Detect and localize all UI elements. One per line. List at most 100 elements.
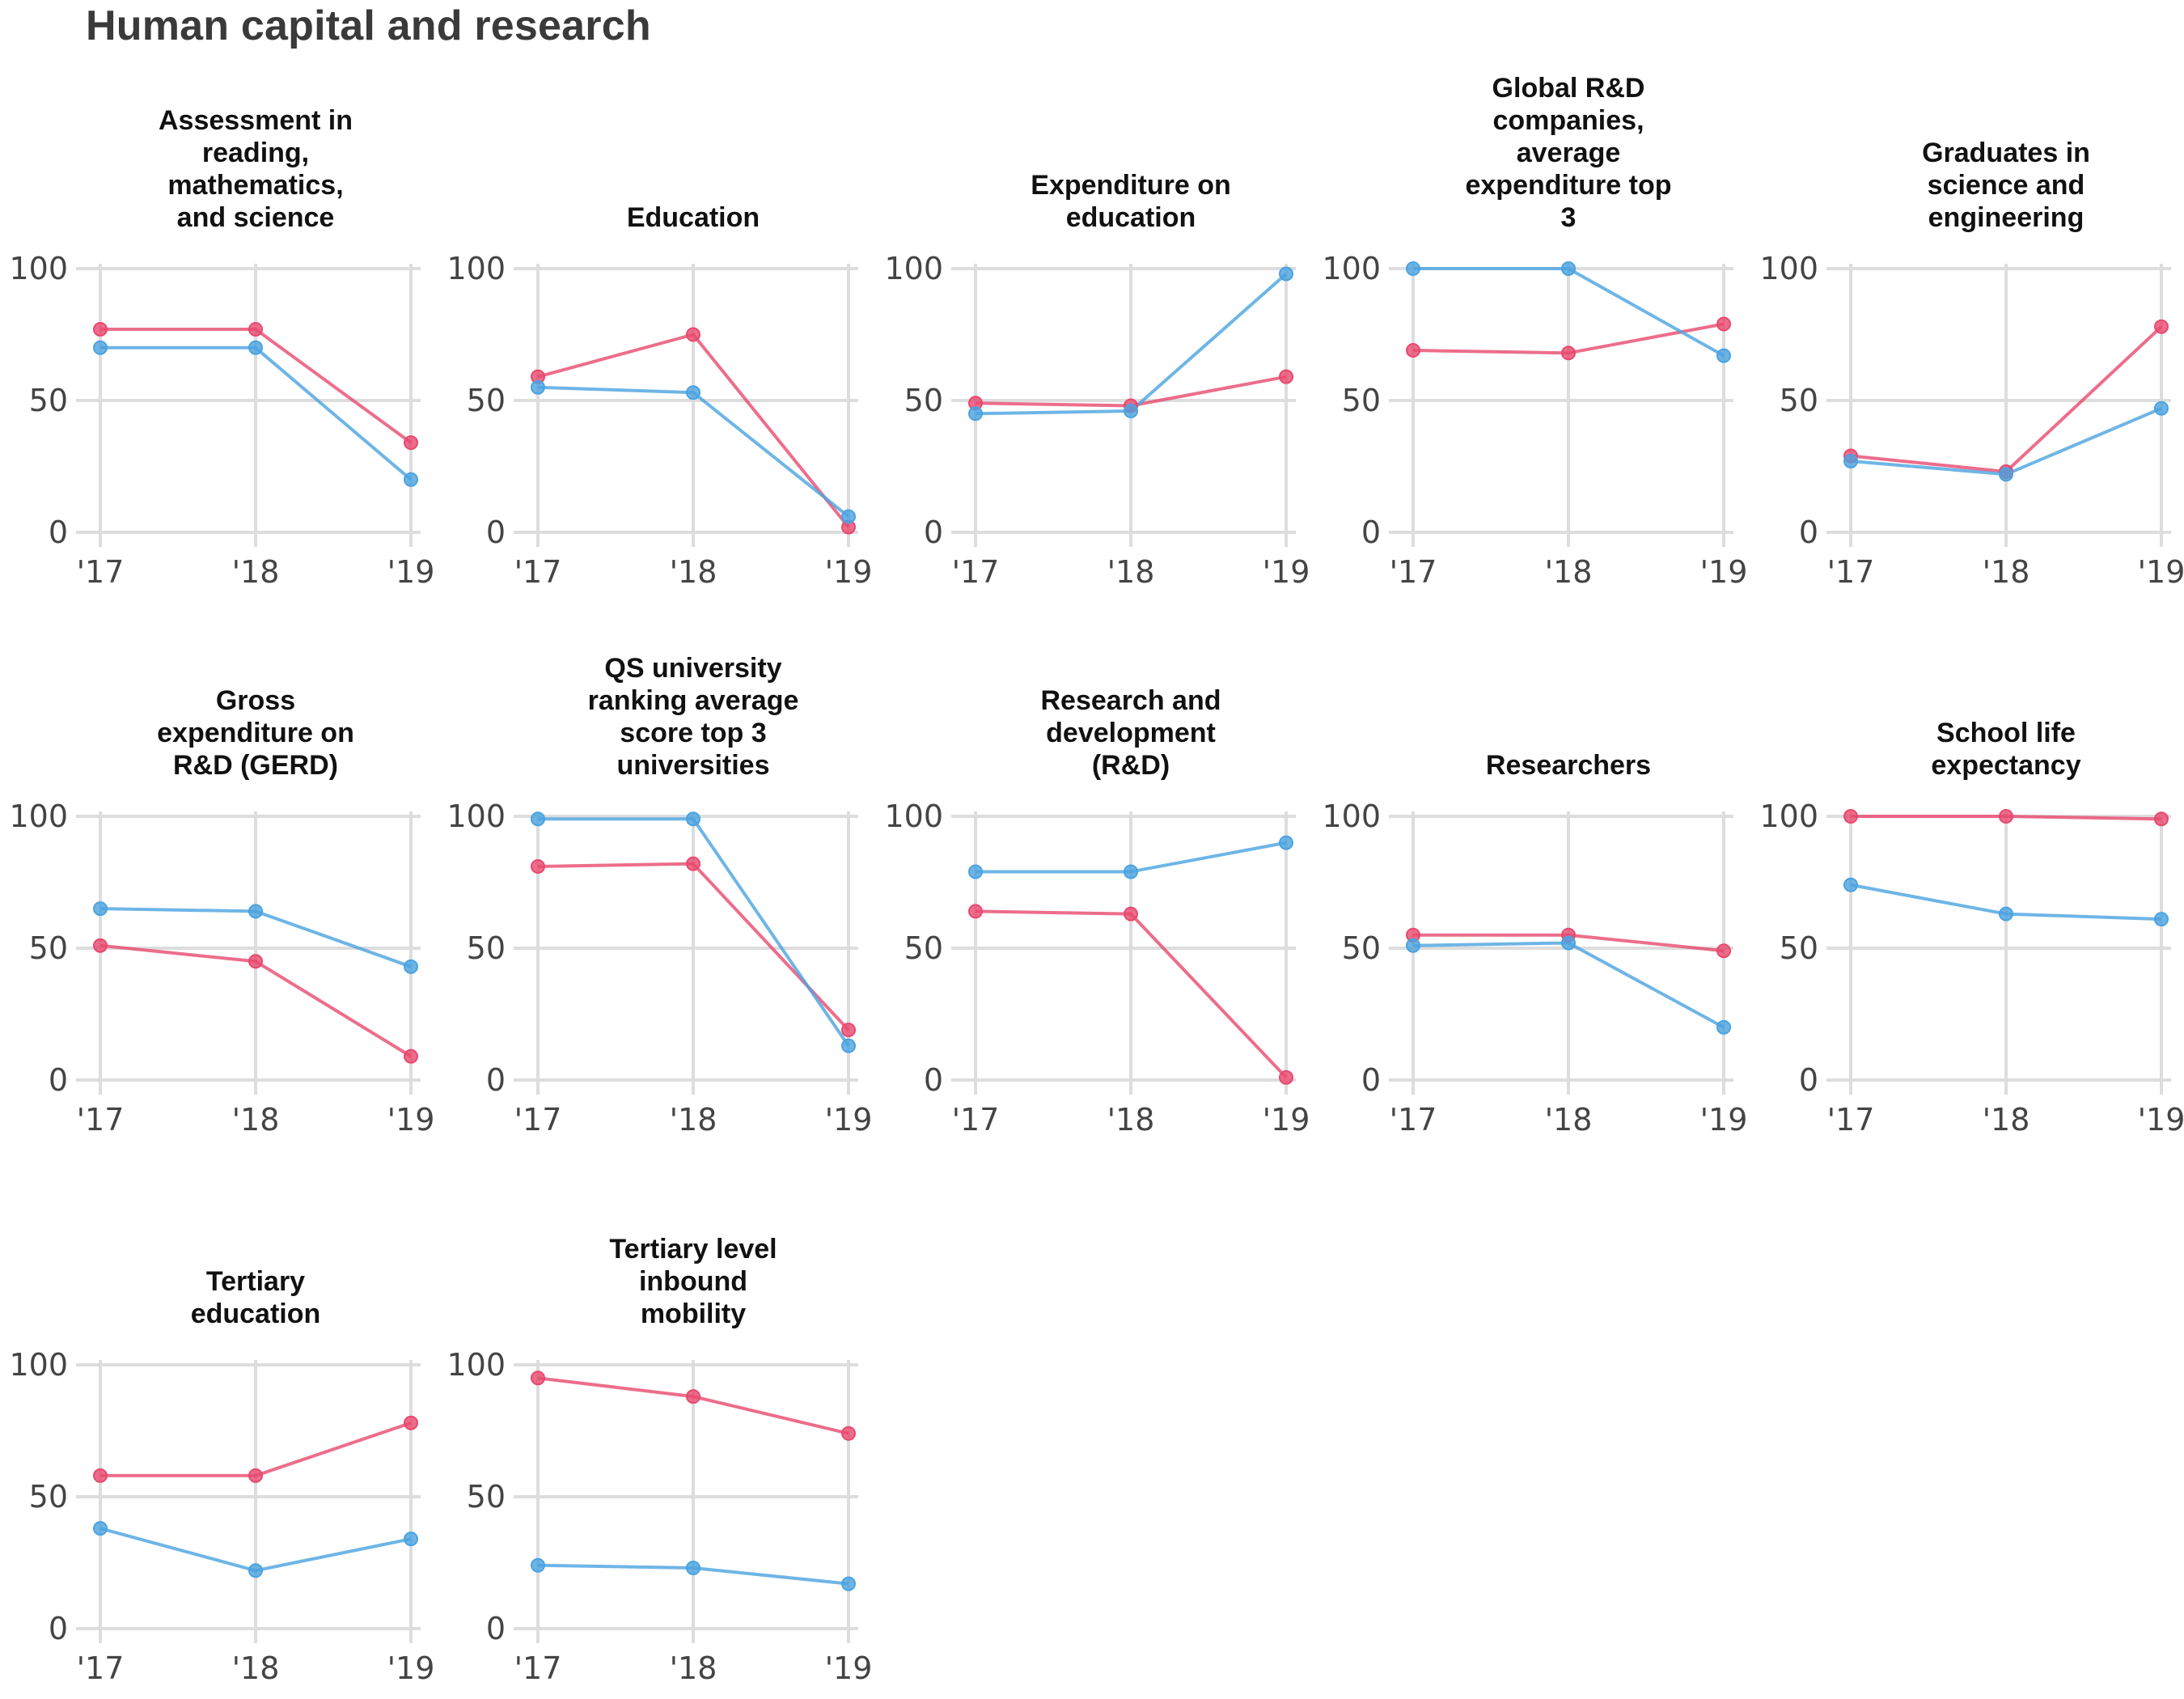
data-point: [841, 1426, 856, 1441]
y-tick-label: 100: [1759, 799, 1818, 834]
panel-5: Graduates in science and engineering 0 50 100…: [1759, 138, 2184, 590]
x-tick-label: '19: [1700, 1102, 1748, 1138]
x-tick-label: '18: [670, 1102, 717, 1138]
panel-6: Gross expenditure on R&D (GERD) 0 50 100 '17 '1…: [9, 685, 434, 1138]
y-tick-label: 0: [486, 515, 506, 550]
panel-title: Education: [627, 202, 760, 233]
data-point: [1561, 935, 1576, 951]
data-point: [93, 901, 108, 917]
panel-title: Expenditure on education: [1031, 170, 1230, 233]
data-point: [531, 858, 545, 874]
x-tick-label: '19: [1263, 554, 1310, 590]
x-tick-label: '19: [825, 1102, 873, 1138]
data-point: [1999, 906, 2013, 922]
y-tick-label: 0: [1361, 515, 1381, 550]
y-tick-label: 0: [924, 1062, 943, 1098]
data-point: [841, 509, 856, 524]
x-tick-label: '18: [670, 1650, 717, 1686]
y-tick-label: 100: [447, 799, 506, 834]
data-point: [1124, 906, 1138, 922]
panel-2: Education 0 50 100 '17 '18 '19: [447, 202, 872, 590]
x-tick-label: '17: [514, 554, 562, 590]
y-tick-label: 50: [1780, 930, 1818, 966]
x-tick-label: '19: [825, 1650, 873, 1686]
data-point: [404, 435, 418, 451]
panel-title: Researchers: [1486, 750, 1651, 781]
x-tick-label: '19: [825, 554, 873, 590]
x-tick-label: '17: [1827, 554, 1875, 590]
data-point: [1124, 404, 1138, 419]
data-point: [531, 811, 545, 827]
data-point: [93, 1521, 108, 1536]
panel-12: Tertiary level inbound mobility 0 50 100 '17 '1…: [447, 1234, 872, 1686]
y-tick-label: 50: [467, 930, 506, 966]
data-point: [841, 1023, 856, 1038]
x-tick-label: '17: [952, 554, 1000, 590]
panel-title: Tertiary education: [191, 1266, 321, 1329]
data-point: [686, 1389, 700, 1405]
y-tick-label: 50: [29, 383, 68, 418]
data-point: [1406, 343, 1420, 358]
data-point: [1716, 348, 1731, 363]
data-point: [404, 1415, 418, 1430]
panel-9: Researchers 0 50 100 '17 '18 '19: [1322, 750, 1747, 1138]
y-tick-label: 0: [486, 1062, 506, 1098]
data-point: [93, 938, 108, 953]
page-title: Human capital and research: [86, 2, 651, 49]
x-tick-label: '18: [232, 1650, 280, 1686]
x-tick-label: '18: [232, 554, 280, 590]
y-tick-label: 0: [49, 1062, 68, 1098]
x-tick-label: '18: [1107, 1102, 1155, 1138]
x-tick-label: '19: [387, 1102, 435, 1138]
x-tick-label: '17: [77, 554, 125, 590]
y-tick-label: 100: [884, 799, 943, 834]
y-tick-label: 50: [29, 930, 68, 966]
data-point: [686, 327, 700, 342]
data-point: [248, 340, 263, 355]
data-point: [248, 1563, 263, 1578]
y-tick-label: 100: [1322, 251, 1381, 286]
y-tick-label: 0: [49, 515, 68, 550]
data-point: [1406, 938, 1420, 953]
data-point: [1561, 261, 1576, 276]
y-tick-label: 0: [924, 515, 943, 550]
x-tick-label: '17: [77, 1102, 125, 1138]
data-point: [531, 379, 545, 395]
data-point: [1716, 316, 1731, 332]
x-tick-label: '19: [2138, 554, 2184, 590]
x-tick-label: '18: [1545, 1102, 1593, 1138]
data-point: [841, 1576, 856, 1591]
data-point: [686, 385, 700, 400]
x-tick-label: '17: [514, 1102, 562, 1138]
y-tick-label: 0: [1799, 515, 1818, 550]
panel-title: Graduates in science and engineering: [1922, 138, 2090, 233]
data-point: [404, 959, 418, 974]
panel-title: Tertiary level inbound mobility: [609, 1234, 777, 1329]
data-point: [1999, 467, 2013, 482]
panel-title: Global R&D companies, average expenditure t…: [1465, 73, 1671, 233]
data-point: [1716, 943, 1731, 959]
y-tick-label: 100: [9, 1347, 68, 1383]
data-point: [1716, 1019, 1731, 1035]
data-point: [1406, 261, 1420, 276]
y-tick-label: 100: [884, 251, 943, 286]
panel-title: Research and development (R&D): [1041, 685, 1221, 781]
data-point: [93, 321, 108, 337]
data-point: [2154, 400, 2169, 416]
x-tick-label: '17: [952, 1102, 1000, 1138]
data-point: [531, 1371, 545, 1386]
x-tick-label: '19: [1700, 554, 1748, 590]
panel-1: Assessment in reading, mathematics, and sci…: [9, 105, 434, 590]
panel-11: Tertiary education 0 50 100 '17 '18 '19: [9, 1266, 434, 1686]
data-point: [2154, 319, 2169, 334]
y-tick-label: 100: [447, 251, 506, 286]
y-tick-label: 0: [49, 1611, 68, 1646]
data-point: [1843, 877, 1858, 892]
x-tick-label: '17: [1827, 1102, 1875, 1138]
y-tick-label: 50: [467, 383, 506, 418]
y-tick-label: 50: [904, 383, 943, 418]
panel-8: Research and development (R&D) 0 50 100 '17 '18…: [884, 685, 1310, 1138]
x-tick-label: '17: [77, 1650, 125, 1686]
